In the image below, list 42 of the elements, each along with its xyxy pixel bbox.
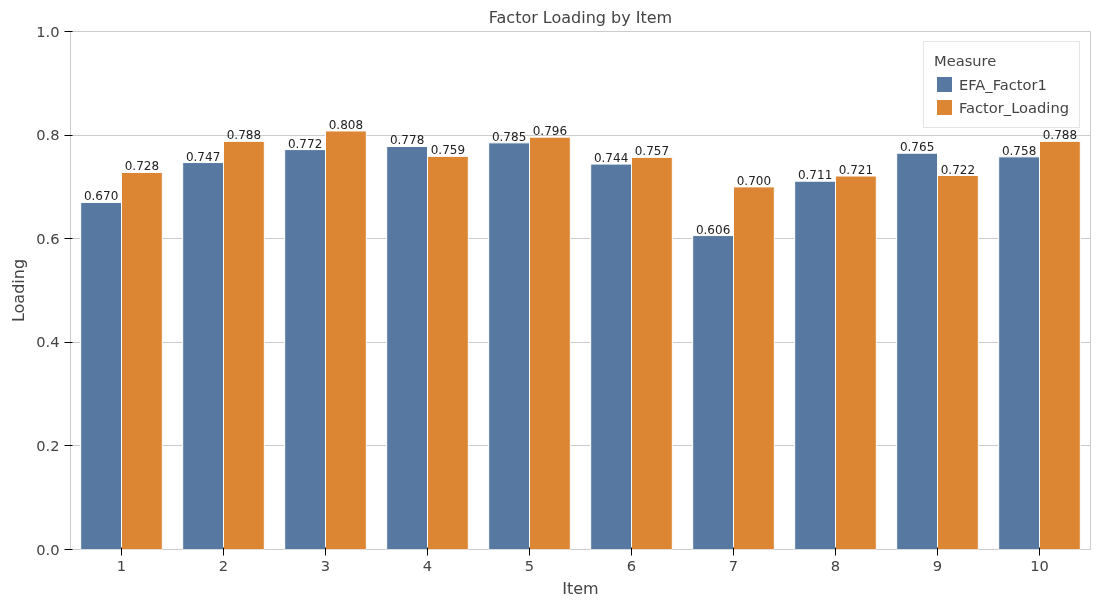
data-label: 0.788: [226, 128, 262, 143]
data-label: 0.606: [695, 222, 731, 237]
data-label: 0.728: [124, 159, 160, 174]
y-tick-label: 0.8: [36, 126, 60, 144]
data-label: 0.796: [532, 124, 568, 139]
data-label: 0.759: [430, 143, 466, 158]
legend-label: EFA_Factor1: [958, 75, 1047, 93]
x-tick-label: 6: [626, 556, 637, 574]
data-label: 0.785: [491, 129, 527, 144]
data-label: 0.700: [736, 173, 772, 188]
y-tick-label: 0.4: [36, 333, 60, 351]
data-label: 0.788: [1042, 128, 1078, 143]
legend-label: Factor_Loading: [958, 98, 1069, 116]
y-tick-label: 0.2: [36, 436, 60, 454]
data-label: 0.721: [838, 163, 874, 178]
y-tick-label: 0.0: [36, 540, 60, 558]
data-label: 0.758: [1001, 143, 1037, 158]
x-tick-label: 5: [524, 556, 535, 574]
data-label: 0.765: [899, 140, 935, 155]
y-tick-label: 0.6: [36, 229, 60, 247]
data-label: 0.711: [797, 168, 833, 183]
data-label: 0.778: [389, 133, 425, 148]
x-tick-label: 10: [1030, 556, 1049, 574]
data-label: 0.747: [185, 149, 221, 164]
x-tick-label: 9: [932, 556, 943, 574]
y-tick-label: 1.0: [36, 22, 60, 40]
x-tick-label: 1: [116, 556, 127, 574]
data-label: 0.772: [287, 136, 323, 151]
x-tick-label: 4: [422, 556, 433, 574]
data-label: 0.744: [593, 151, 629, 166]
chart-title: Factor Loading by Item: [488, 7, 673, 27]
x-tick-label: 7: [728, 556, 739, 574]
x-tick-label: 3: [320, 556, 331, 574]
data-label: 0.808: [328, 117, 364, 132]
data-label: 0.722: [940, 162, 976, 177]
y-axis-title: Loading: [9, 258, 29, 323]
x-tick-label: 2: [218, 556, 229, 574]
x-axis-title: Item: [562, 578, 599, 598]
legend-title: Measure: [933, 52, 998, 69]
data-label: 0.757: [634, 144, 670, 159]
x-tick-label: 8: [830, 556, 841, 574]
data-label: 0.670: [83, 189, 119, 204]
